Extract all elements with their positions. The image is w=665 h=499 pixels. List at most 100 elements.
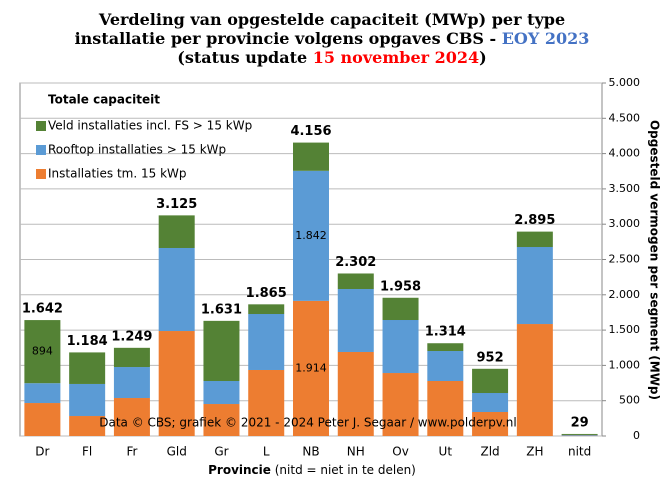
x-tick-label: Zld (480, 445, 499, 459)
bar-segment (337, 273, 374, 290)
bar-segment (516, 324, 553, 436)
bar-segment (382, 320, 419, 374)
bar-segment (516, 247, 553, 325)
bar-segment (158, 247, 195, 332)
chart-title: installatie per provincie volgens opgave… (75, 29, 590, 48)
x-tick-label: Gld (167, 445, 187, 459)
y2-axis-label: Opgesteld vermogen per segment (MWp) (648, 120, 662, 400)
total-label: 1.249 (111, 329, 152, 344)
y2-tick-label: 1.000 (609, 358, 641, 371)
segment-label: 1.914 (295, 361, 327, 374)
y2-tick-label: 4.500 (609, 111, 641, 124)
chart-title: (status update 15 november 2024) (177, 48, 486, 67)
bar-segment (382, 373, 419, 436)
bar-segment (24, 403, 61, 436)
title-part: installatie per provincie volgens opgave… (75, 29, 502, 48)
bar-segment (427, 381, 464, 436)
x-tick-label: Fr (126, 445, 137, 459)
legend-label: Rooftop installaties > 15 kWp (48, 143, 226, 157)
total-label: 2.895 (514, 213, 555, 228)
bar-segment (24, 383, 61, 404)
bar-segment (561, 434, 598, 436)
x-tick-label: Fl (82, 445, 92, 459)
legend-swatch (36, 145, 46, 155)
y2-tick-label: 2.500 (609, 253, 641, 266)
y2-tick-label: 4.000 (609, 147, 641, 160)
bar-segment (113, 398, 150, 436)
bar-segment (472, 368, 509, 394)
legend-swatch (36, 169, 46, 179)
title-part: (status update (177, 48, 312, 67)
total-label: 1.184 (67, 334, 108, 349)
legend-label: Installaties tm. 15 kWp (48, 167, 187, 181)
bar-segment (427, 350, 464, 382)
chart-title: Verdeling van opgestelde capaciteit (MWp… (98, 10, 565, 29)
bar-segment (472, 411, 509, 436)
x-tick-label: NB (302, 445, 319, 459)
total-label: 952 (477, 350, 504, 365)
y2-tick-label: 5.000 (609, 76, 641, 89)
title-part: 15 november 2024 (313, 48, 479, 67)
total-label: 1.642 (22, 302, 63, 317)
total-label: 3.125 (156, 197, 197, 212)
y2-tick-label: 2.000 (609, 288, 641, 301)
bar-segment (203, 404, 240, 436)
y2-tick-label: 1.500 (609, 323, 641, 336)
bar-segment (113, 347, 150, 368)
bar-segment (69, 352, 106, 384)
legend-label: Veld installaties incl. FS > 15 kWp (48, 119, 252, 133)
x-tick-label: L (263, 445, 270, 459)
total-label: 29 (571, 415, 589, 430)
x-tick-label: Dr (35, 445, 49, 459)
bar-segment (337, 351, 374, 436)
bar-segment (382, 297, 419, 321)
bar-segment (472, 393, 509, 412)
segment-label: 1.842 (295, 229, 327, 242)
total-label: 1.958 (380, 279, 421, 294)
bar-segment (158, 215, 195, 248)
legend-title: Totale capaciteit (48, 93, 160, 107)
segment-label: 894 (32, 345, 53, 358)
x-tick-label: Gr (214, 445, 228, 459)
x-tick-label: ZH (526, 445, 543, 459)
title-part: Verdeling van opgestelde capaciteit (MWp… (98, 10, 565, 29)
bar-segment (69, 416, 106, 436)
bar-segment (293, 170, 329, 301)
title-part: EOY 2023 (502, 29, 590, 48)
bar-segment (248, 369, 285, 436)
total-label: 4.156 (290, 124, 331, 139)
y2-tick-label: 500 (619, 394, 640, 407)
bar-segment (293, 142, 329, 171)
x-label-part: Provincie (208, 463, 271, 477)
bar-segment (561, 433, 598, 435)
bar-segment (248, 304, 285, 315)
bar-segment (113, 367, 150, 399)
x-tick-label: Ut (439, 445, 453, 459)
bar-segment (69, 383, 106, 417)
bar-segment (248, 314, 285, 370)
bar-segment (293, 300, 329, 436)
x-label-part: (nitd = niet in te delen) (271, 463, 416, 477)
x-tick-label: nitd (568, 445, 591, 459)
total-label: 1.631 (201, 302, 242, 317)
bar-segment (337, 289, 374, 352)
x-tick-label: NH (347, 445, 365, 459)
bar-segment (203, 381, 240, 405)
y2-tick-label: 3.500 (609, 182, 641, 195)
annotation: Data © CBS; grafiek © 2021 - 2024 Peter … (99, 416, 516, 430)
total-label: 2.302 (335, 255, 376, 270)
bar-segment (516, 231, 553, 248)
title-part: ) (479, 48, 487, 67)
x-tick-label: Ov (392, 445, 409, 459)
bar-segment (158, 331, 195, 436)
total-label: 1.314 (425, 325, 466, 340)
legend-swatch (36, 121, 46, 131)
total-label: 1.865 (246, 286, 287, 301)
bar-segment (24, 320, 61, 384)
x-axis-label: Provincie (nitd = niet in te delen) (208, 463, 416, 477)
bar-segment (203, 320, 240, 382)
bar-segment (427, 343, 464, 351)
y2-tick-label: 0 (633, 429, 640, 442)
y2-tick-label: 3.000 (609, 217, 641, 230)
